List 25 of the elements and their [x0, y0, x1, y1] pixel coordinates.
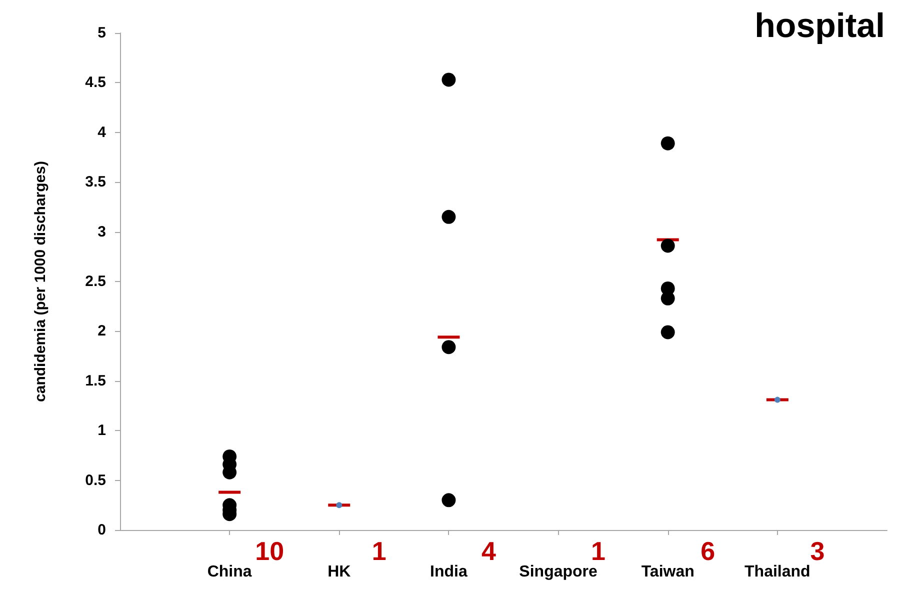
text: 1	[591, 536, 606, 566]
y-axis-title: candidemia (per 1000 discharges)	[32, 161, 49, 402]
x-tick-label: HK	[328, 564, 352, 580]
x-tick-label: Taiwan	[641, 564, 694, 580]
text: 1	[372, 536, 386, 566]
y-tick-label: 1	[98, 422, 106, 440]
y-tick-label: 3.5	[85, 174, 106, 191]
text: 4	[481, 536, 496, 566]
y-tick-label: 5	[98, 24, 106, 42]
y-tick-label: 4	[98, 124, 107, 141]
y-tick-label: 2	[98, 322, 106, 340]
x-tick-label: India	[430, 564, 468, 580]
x-tick-label: Singapore	[519, 564, 598, 580]
y-tick-label: 1.5	[85, 372, 106, 390]
x-tick-label: Thailand	[744, 564, 810, 580]
x-tick-label: China	[207, 564, 252, 580]
y-tick-label: 3	[98, 223, 106, 240]
y-tick-label: 0.5	[85, 472, 106, 489]
text: 3	[810, 536, 825, 566]
y-tick-label: 2.5	[85, 273, 106, 290]
y-tick-label: 0	[98, 522, 106, 538]
chart-title: hospital	[754, 7, 886, 45]
y-tick-label: 4.5	[85, 74, 106, 92]
text: 6	[700, 536, 716, 566]
text: 10	[255, 536, 284, 566]
